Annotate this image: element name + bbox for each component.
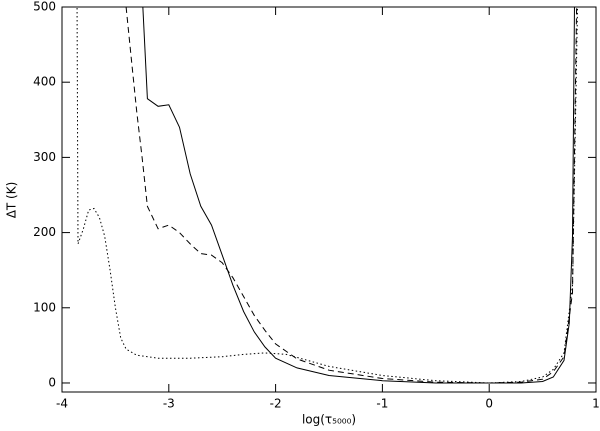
y-tick-label: 200 [33, 225, 56, 239]
plot-area [76, 7, 579, 384]
x-tick-label: 0 [485, 397, 493, 411]
series-line [76, 7, 579, 384]
y-tick-label: 0 [48, 375, 56, 389]
x-tick-label: -1 [376, 397, 388, 411]
x-tick-label: 1 [592, 397, 600, 411]
x-tick-label: -3 [163, 397, 175, 411]
series-line [142, 7, 575, 384]
y-tick-label: 500 [33, 0, 56, 14]
x-tick-label: -4 [56, 397, 68, 411]
y-tick-label: 300 [33, 150, 56, 164]
y-axis-label: ΔT (K) [5, 182, 19, 219]
plot-frame [61, 6, 597, 393]
x-axis-label: log(τ₅₀₀₀) [302, 413, 356, 427]
y-tick-label: 100 [33, 300, 56, 314]
y-tick-label: 400 [33, 75, 56, 89]
series-line [125, 7, 578, 384]
x-tick-label: -2 [270, 397, 282, 411]
